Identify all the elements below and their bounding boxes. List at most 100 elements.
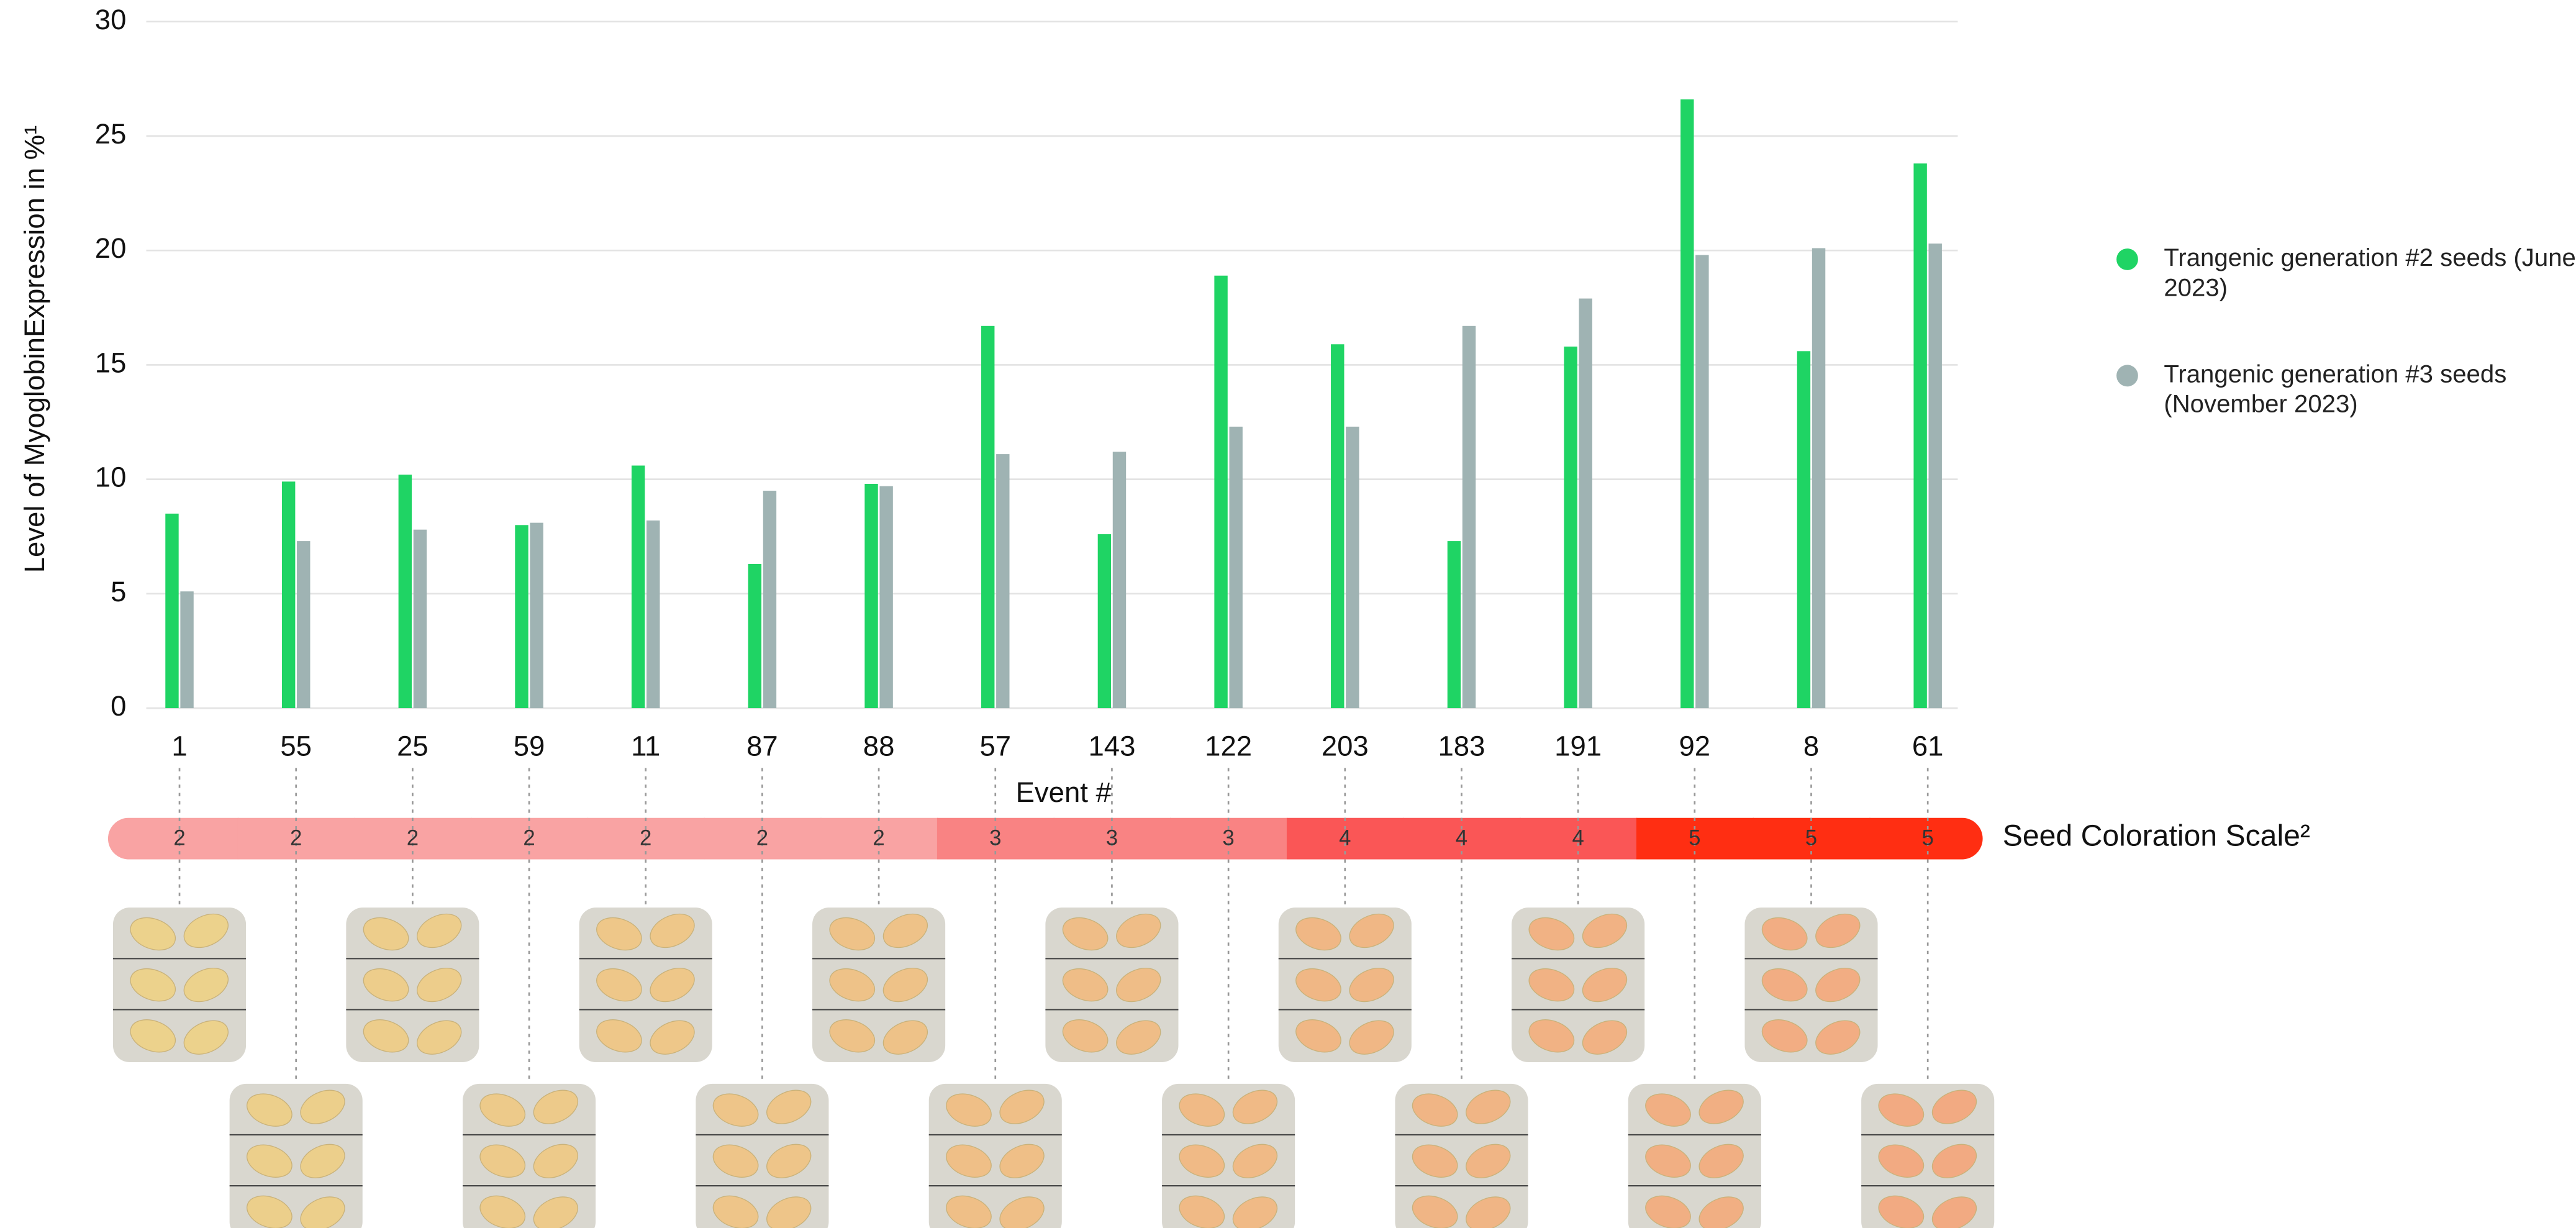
coloration-value: 5 bbox=[1805, 827, 1817, 850]
bar bbox=[530, 523, 543, 708]
x-tick-label: 122 bbox=[1205, 730, 1252, 762]
coloration-value: 2 bbox=[640, 827, 651, 850]
bar bbox=[1913, 163, 1926, 708]
bar bbox=[763, 491, 776, 708]
bar bbox=[1098, 534, 1111, 708]
y-tick-label: 20 bbox=[95, 232, 127, 264]
bar bbox=[1797, 351, 1810, 708]
y-tick-label: 5 bbox=[111, 576, 126, 607]
bar bbox=[414, 530, 427, 708]
x-tick-label: 191 bbox=[1554, 730, 1602, 762]
seed-photo bbox=[1045, 907, 1178, 1062]
coloration-value: 4 bbox=[1339, 827, 1351, 850]
bar bbox=[1812, 248, 1825, 709]
bar bbox=[1695, 255, 1708, 708]
bar bbox=[632, 466, 645, 709]
y-tick-label: 30 bbox=[95, 4, 127, 35]
x-tick-label: 61 bbox=[1912, 730, 1944, 762]
seed-photo bbox=[346, 907, 479, 1062]
coloration-bar bbox=[108, 818, 1984, 860]
y-tick-label: 25 bbox=[95, 118, 127, 150]
x-tick-label: 183 bbox=[1438, 730, 1485, 762]
legend-entry: Trangenic generation #3 seeds (November … bbox=[2164, 361, 2576, 427]
x-tick-label: 25 bbox=[397, 730, 429, 762]
x-tick-label: 88 bbox=[863, 730, 895, 762]
y-axis-label: Level of MyoglobinExpression in %¹ bbox=[19, 125, 50, 573]
y-tick-label: 0 bbox=[111, 690, 126, 722]
seed-photo bbox=[1744, 907, 1877, 1062]
bar bbox=[1564, 347, 1577, 708]
x-tick-label: 55 bbox=[280, 730, 312, 762]
coloration-value: 4 bbox=[1572, 827, 1584, 850]
coloration-value: 5 bbox=[1922, 827, 1934, 850]
bar bbox=[1448, 541, 1461, 708]
seed-photo bbox=[1861, 1084, 1994, 1228]
seed-photo bbox=[1628, 1084, 1761, 1228]
bar bbox=[165, 514, 178, 708]
x-tick-label: 143 bbox=[1088, 730, 1135, 762]
bar bbox=[180, 591, 193, 708]
coloration-value: 2 bbox=[290, 827, 302, 850]
bar bbox=[981, 326, 994, 708]
bar bbox=[1346, 427, 1359, 708]
x-tick-label: 87 bbox=[746, 730, 778, 762]
seed-photo bbox=[113, 907, 246, 1062]
x-tick-label: 1 bbox=[171, 730, 187, 762]
seed-photo bbox=[696, 1084, 828, 1228]
seed-photo bbox=[1395, 1084, 1528, 1228]
legend-label: Trangenic generation #3 seeds (November … bbox=[2164, 361, 2576, 421]
bar bbox=[996, 454, 1009, 708]
coloration-value: 5 bbox=[1689, 827, 1700, 850]
coloration-value: 2 bbox=[407, 827, 419, 850]
bar bbox=[1331, 344, 1344, 708]
bar bbox=[515, 525, 528, 708]
legend-marker bbox=[2116, 365, 2138, 386]
plot-area: 0 5 10 15 20 25 30 bbox=[95, 4, 1958, 722]
seed-photo bbox=[230, 1084, 363, 1228]
bar bbox=[1229, 427, 1242, 708]
bar bbox=[864, 484, 878, 708]
seed-photo bbox=[1512, 907, 1644, 1062]
coloration-value: 3 bbox=[1106, 827, 1118, 850]
bar bbox=[1214, 276, 1227, 708]
coloration-value: 4 bbox=[1456, 827, 1467, 850]
chart: 051015202530 Level of MyoglobinExpressio… bbox=[0, 0, 2576, 1228]
x-axis-label: Event # bbox=[1016, 776, 1112, 808]
legend-label: Trangenic generation #2 seeds (June 2023… bbox=[2164, 244, 2576, 304]
x-tick-label: 59 bbox=[514, 730, 545, 762]
bar bbox=[646, 521, 660, 708]
legend-marker bbox=[2116, 248, 2138, 270]
bar bbox=[282, 481, 295, 708]
coloration-value: 2 bbox=[873, 827, 884, 850]
bar bbox=[1113, 452, 1126, 708]
x-tick-label: 11 bbox=[631, 730, 660, 762]
bar bbox=[1680, 99, 1694, 708]
bar bbox=[879, 486, 892, 708]
seed-photo bbox=[812, 907, 945, 1062]
seed-photo bbox=[929, 1084, 1062, 1228]
coloration-value: 3 bbox=[989, 827, 1001, 850]
seed-photo bbox=[1162, 1084, 1295, 1228]
y-tick-label: 15 bbox=[95, 347, 127, 378]
bar bbox=[1579, 299, 1592, 708]
seed-photo bbox=[579, 907, 712, 1062]
coloration-value: 2 bbox=[173, 827, 185, 850]
x-tick-label: 92 bbox=[1679, 730, 1711, 762]
seed-photo bbox=[1279, 907, 1412, 1062]
coloration-value: 2 bbox=[523, 827, 535, 850]
coloration-value: 3 bbox=[1222, 827, 1234, 850]
y-tick-label: 10 bbox=[95, 462, 127, 493]
bar bbox=[1463, 326, 1476, 708]
bar bbox=[1929, 243, 1942, 708]
x-tick-label: 203 bbox=[1322, 730, 1369, 762]
legend-entry: Trangenic generation #2 seeds (June 2023… bbox=[2164, 244, 2576, 311]
bar bbox=[399, 475, 412, 708]
seed-photo bbox=[463, 1084, 596, 1228]
bar bbox=[297, 541, 310, 708]
bar bbox=[748, 564, 761, 708]
x-tick-label: 8 bbox=[1803, 730, 1819, 762]
coloration-value: 2 bbox=[756, 827, 768, 850]
coloration-label: Seed Coloration Scale² bbox=[2003, 819, 2310, 852]
x-tick-label: 57 bbox=[979, 730, 1011, 762]
page: {"chart_data": { "type": "bar", "y_label… bbox=[0, 0, 2576, 1228]
